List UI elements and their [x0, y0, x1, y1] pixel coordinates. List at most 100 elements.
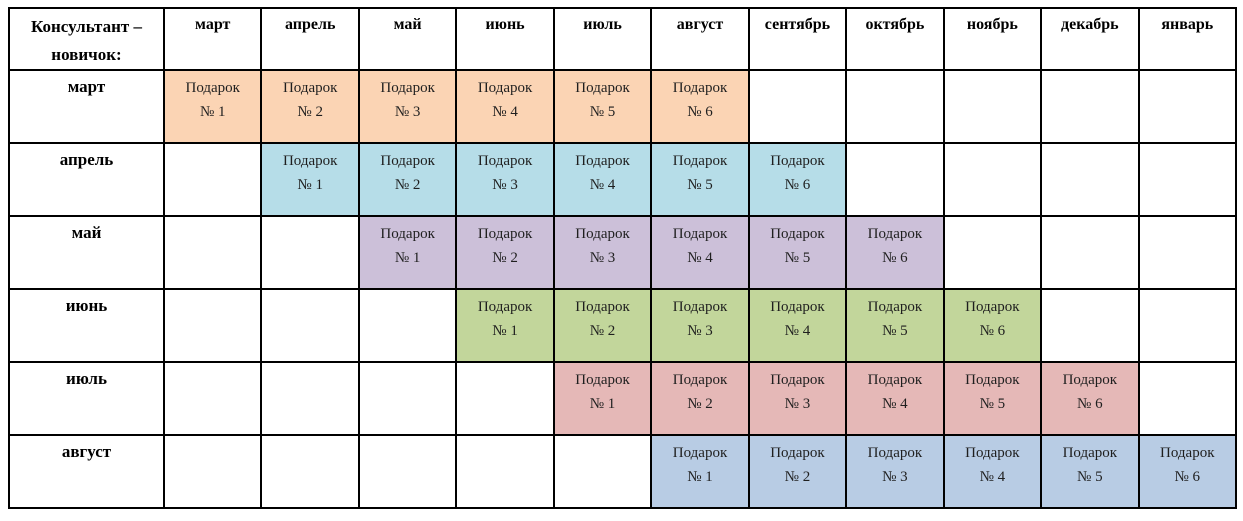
empty-cell [1040, 288, 1140, 364]
gift-number: № 5 [784, 250, 811, 267]
gift-number: № 5 [979, 396, 1006, 413]
gift-cell: Подарок № 4 [747, 288, 848, 364]
gift-label: Подарок [965, 299, 1020, 316]
empty-cell [260, 215, 360, 291]
gift-label: Подарок [282, 153, 338, 170]
empty-cell [260, 434, 360, 510]
gift-number: № 6 [979, 323, 1006, 340]
gift-cell: Подарок № 1 [162, 69, 263, 145]
row-header-month: июнь [8, 288, 165, 364]
gift-label: Подарок [672, 80, 728, 97]
empty-cell [162, 434, 263, 510]
gift-number: № 2 [394, 177, 421, 194]
gift-cell: Подарок № 4 [552, 142, 653, 218]
empty-cell [1040, 142, 1140, 218]
gift-cell: Подарок № 2 [747, 434, 848, 510]
gift-number: № 6 [1077, 396, 1103, 413]
row-header-month: август [8, 434, 165, 510]
gift-cell: Подарок № 6 [1040, 361, 1140, 437]
gift-label: Подарок [575, 226, 630, 243]
empty-cell [747, 69, 848, 145]
gift-number: № 3 [589, 250, 616, 267]
gift-number: № 1 [394, 250, 421, 267]
column-header-month-10: январь [1137, 6, 1237, 72]
column-header-month-6: сентябрь [747, 6, 848, 72]
gift-label: Подарок [672, 445, 728, 462]
empty-cell [357, 434, 458, 510]
row-header-month: март [8, 69, 165, 145]
corner-header-consultant-novice: Консультант – новичок: [8, 6, 165, 72]
gift-label: Подарок [867, 299, 923, 316]
gift-number: № 3 [882, 469, 908, 486]
column-header-month-0: март [162, 6, 263, 72]
gift-number: № 3 [492, 177, 518, 194]
empty-cell [455, 434, 555, 510]
gift-label: Подарок [477, 153, 533, 170]
gift-label: Подарок [380, 80, 435, 97]
empty-cell [162, 361, 263, 437]
column-header-month-9: декабрь [1040, 6, 1140, 72]
gift-label: Подарок [770, 153, 825, 170]
gift-cell: Подарок № 6 [1137, 434, 1237, 510]
gift-number: № 4 [492, 104, 518, 121]
column-header-month-4: июль [552, 6, 653, 72]
gift-label: Подарок [1160, 445, 1215, 462]
gift-number: № 3 [784, 396, 811, 413]
empty-cell [455, 361, 555, 437]
gift-cell: Подарок № 1 [260, 142, 360, 218]
column-header-month-2: май [357, 6, 458, 72]
gift-number: № 2 [492, 250, 518, 267]
gift-label: Подарок [575, 80, 630, 97]
gift-label: Подарок [672, 153, 728, 170]
empty-cell [260, 361, 360, 437]
gift-cell: Подарок № 5 [552, 69, 653, 145]
gift-cell: Подарок № 6 [650, 69, 750, 145]
gift-number: № 2 [297, 104, 323, 121]
gift-cell: Подарок № 2 [455, 215, 555, 291]
empty-cell [260, 288, 360, 364]
gift-cell: Подарок № 5 [747, 215, 848, 291]
gift-label: Подарок [575, 153, 630, 170]
gift-cell: Подарок № 3 [552, 215, 653, 291]
empty-cell [1137, 361, 1237, 437]
empty-cell [1040, 69, 1140, 145]
empty-cell [845, 69, 945, 145]
gift-cell: Подарок № 5 [650, 142, 750, 218]
gift-cell: Подарок № 6 [845, 215, 945, 291]
gift-number: № 2 [687, 396, 713, 413]
empty-cell [1137, 69, 1237, 145]
gift-number: № 6 [1174, 469, 1201, 486]
gift-label: Подарок [477, 226, 533, 243]
gift-number: № 1 [492, 323, 518, 340]
gift-cell: Подарок № 2 [357, 142, 458, 218]
gift-number: № 4 [979, 469, 1006, 486]
empty-cell [1137, 288, 1237, 364]
table-row-август: август Подарок № 1 Подарок № 2 Подарок № 3 Пода… [8, 434, 1237, 510]
gift-cell: Подарок № 4 [455, 69, 555, 145]
table-row-апрель: апрель Подарок № 1 Подарок № 2 Подарок № 3 Пода… [8, 142, 1237, 218]
gift-number: № 5 [1077, 469, 1103, 486]
gift-label: Подарок [575, 299, 630, 316]
gift-number: № 1 [687, 469, 713, 486]
gift-number: № 5 [882, 323, 908, 340]
gift-cell: Подарок № 6 [747, 142, 848, 218]
gift-label: Подарок [770, 445, 825, 462]
gift-cell: Подарок № 2 [650, 361, 750, 437]
gift-cell: Подарок № 5 [1040, 434, 1140, 510]
table-row-июль: июль Подарок № 1 Подарок № 2 Подарок № 3 Подаро… [8, 361, 1237, 437]
column-header-month-7: октябрь [845, 6, 945, 72]
gift-cell: Подарок № 1 [455, 288, 555, 364]
gift-number: № 3 [687, 323, 713, 340]
gift-label: Подарок [867, 445, 923, 462]
empty-cell [552, 434, 653, 510]
gift-number: № 2 [589, 323, 616, 340]
gift-label: Подарок [477, 80, 533, 97]
gift-number: № 5 [589, 104, 616, 121]
empty-cell [357, 288, 458, 364]
gift-number: № 4 [687, 250, 713, 267]
empty-cell [357, 361, 458, 437]
empty-cell [942, 69, 1043, 145]
gift-cell: Подарок № 4 [942, 434, 1043, 510]
gift-cell: Подарок № 4 [650, 215, 750, 291]
gift-cell: Подарок № 3 [650, 288, 750, 364]
